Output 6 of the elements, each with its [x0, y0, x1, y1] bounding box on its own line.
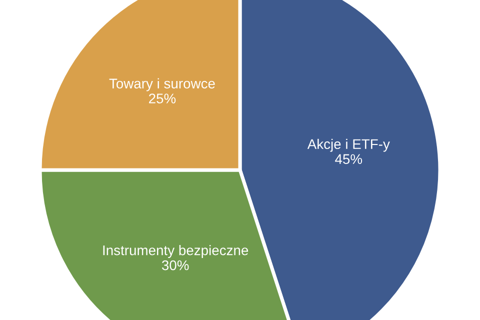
slice-label: Akcje i ETF-y — [307, 138, 390, 152]
slice-label: Towary i surowce — [109, 78, 215, 92]
data-label: 25% — [149, 94, 176, 104]
data-label: 45% — [335, 154, 362, 164]
data-label: 30% — [162, 260, 189, 270]
slice-label: Instrumenty bezpieczne — [103, 245, 248, 258]
